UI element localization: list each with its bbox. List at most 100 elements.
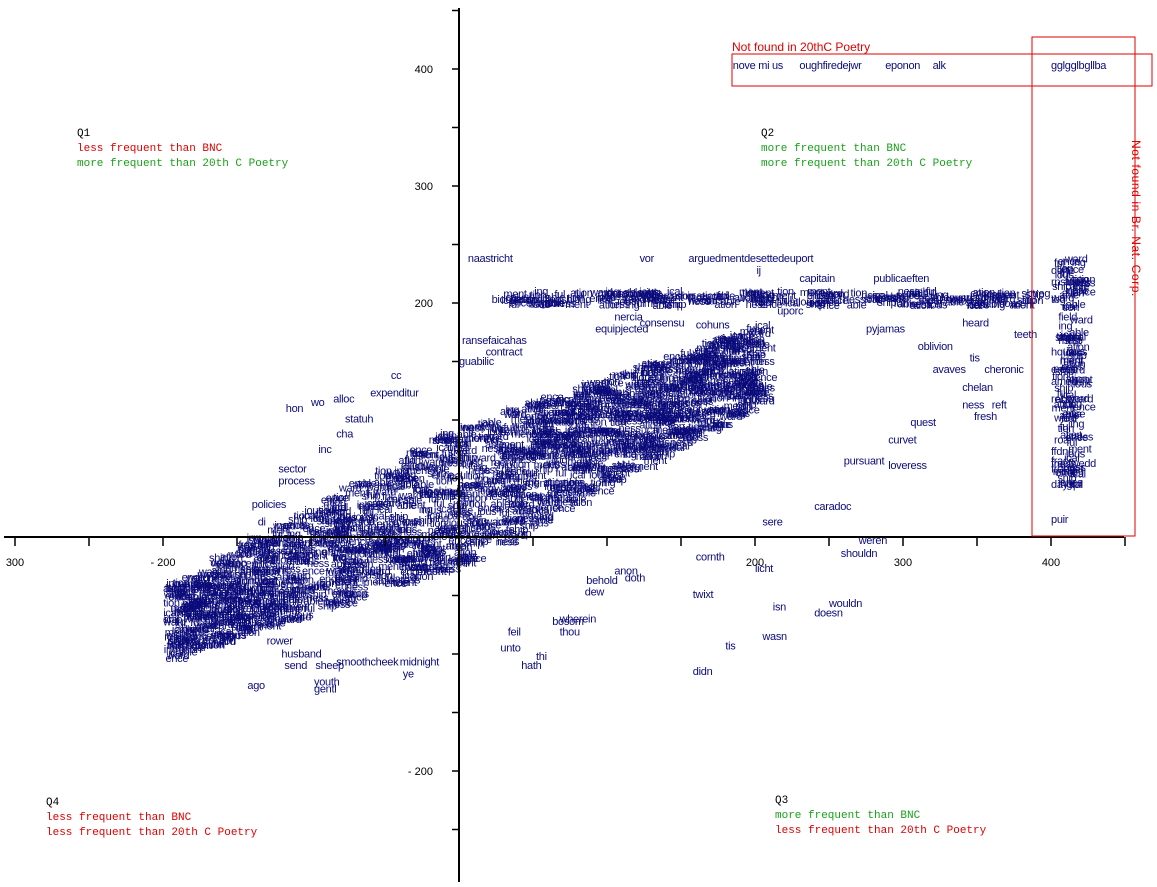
cloud-word: ence <box>621 399 644 411</box>
point-label: shouldn <box>841 548 878 560</box>
cloud-word: able <box>211 565 231 577</box>
cloud-word: ious <box>417 532 437 544</box>
cloud-word: ious <box>654 390 674 402</box>
cloud-word: ence <box>322 546 345 558</box>
cloud-word: ment <box>514 475 537 487</box>
cloud-word: ness <box>727 340 750 352</box>
cloud-word: ward <box>530 511 554 523</box>
cloud-word: ical <box>740 374 755 386</box>
cloud-word: tion <box>375 466 392 478</box>
cloud-word: ing <box>489 423 503 435</box>
cloud-word: ing <box>473 462 487 474</box>
cloud-word: ful <box>229 611 240 623</box>
cloud-word: ness <box>400 526 423 538</box>
cloud-word: ship <box>283 596 302 608</box>
cloud-word: ence <box>695 345 718 357</box>
point-label: quest <box>910 417 936 429</box>
cloud-word: tion <box>610 417 627 429</box>
cloud-word: ence <box>386 473 409 485</box>
cloud-word: ical <box>169 583 184 595</box>
cloud-word: ship <box>572 449 591 461</box>
cloud-word: able <box>563 477 583 489</box>
cloud-word: ing <box>239 622 253 634</box>
cloud-word: ness <box>533 423 556 435</box>
cloud-word: ment <box>582 462 605 474</box>
cloud-word: ical <box>453 525 468 537</box>
cloud-word: ship <box>436 491 455 503</box>
cloud-word: able <box>436 529 456 541</box>
cloud-word: ing <box>460 422 474 434</box>
cloud-word: ious <box>688 382 708 394</box>
cloud-word: ment <box>446 541 469 553</box>
cloud-word: ship <box>520 520 539 532</box>
point-label: reck <box>1051 394 1071 406</box>
cloud-word: ful <box>674 401 685 413</box>
cloud-word: ship <box>209 553 228 565</box>
cloud-word: tion <box>685 398 702 410</box>
cloud-word: ful <box>257 540 268 552</box>
cloud-word: able <box>509 498 529 510</box>
cloud-word: ing <box>326 525 340 537</box>
cloud-word: ation <box>642 414 665 426</box>
cloud-word: ical <box>172 624 187 636</box>
point-label: capitain <box>799 273 835 285</box>
cloud-word: able <box>211 571 231 583</box>
point-label: dorte <box>1051 265 1075 277</box>
cloud-word: ness <box>741 380 764 392</box>
point-label: ago <box>247 680 265 692</box>
cloud-word: ation <box>732 379 755 391</box>
cloud-word: ious <box>383 469 403 481</box>
cloud-word: ship <box>308 589 327 601</box>
point-label: send <box>284 660 307 672</box>
cloud-word: ful <box>190 617 201 629</box>
cloud-word: ious <box>529 429 549 441</box>
q4-line1: less frequent than BNC <box>46 812 192 824</box>
cloud-word: ation <box>706 359 729 371</box>
cloud-word: able <box>743 336 763 348</box>
cloud-word: ful <box>514 471 525 483</box>
cloud-word: ment <box>277 604 300 616</box>
cloud-word: ious <box>216 617 236 629</box>
cloud-word: ious <box>300 556 320 568</box>
cloud-word: ward <box>684 368 708 380</box>
cloud-word: tion <box>194 607 211 619</box>
cloud-word: able <box>656 415 676 427</box>
cloud-word: ence <box>355 542 378 554</box>
cloud-word: ward <box>826 289 850 301</box>
quadrant-q1-label: Q1 less frequent than BNC more frequent … <box>77 127 288 172</box>
cloud-word: ship <box>594 424 613 436</box>
x-tick-label: 300 <box>894 557 912 569</box>
cloud-word: ical <box>701 386 716 398</box>
cloud-word: ful <box>614 429 625 441</box>
cloud-word: ship <box>664 381 683 393</box>
cloud-word: ical <box>578 411 593 423</box>
cloud-word: ness <box>208 573 231 585</box>
cloud-word: ful <box>729 346 740 358</box>
cloud-word: ward <box>460 421 484 433</box>
cloud-word: tion <box>675 425 692 437</box>
cloud-word: able <box>548 439 568 451</box>
cloud-word: tion <box>403 539 420 551</box>
cloud-word: ation <box>192 572 215 584</box>
cloud-word: ful <box>230 573 241 585</box>
point-label: uporc <box>777 306 804 318</box>
cloud-word: ship <box>582 433 601 445</box>
cloud-word: ship <box>324 518 343 530</box>
cloud-word: ing <box>545 494 559 506</box>
cloud-word: tion <box>253 546 270 558</box>
cloud-word: ful <box>352 543 363 555</box>
cloud-word: ence <box>253 558 276 570</box>
cloud-word: tion <box>699 366 716 378</box>
cloud-word: ness <box>556 497 579 509</box>
cloud-word: ing <box>616 428 630 440</box>
cloud-word: ward <box>494 484 518 496</box>
cloud-word: ical <box>739 343 754 355</box>
cloud-word: ious <box>312 581 332 593</box>
cloud-word: ful <box>325 596 336 608</box>
cloud-word: able <box>430 464 450 476</box>
point-label: involv <box>207 581 234 593</box>
cloud-word: ence <box>556 487 579 499</box>
cloud-word: ment <box>324 586 347 598</box>
cloud-word: tion <box>573 391 590 403</box>
cloud-word: ward <box>173 634 197 646</box>
